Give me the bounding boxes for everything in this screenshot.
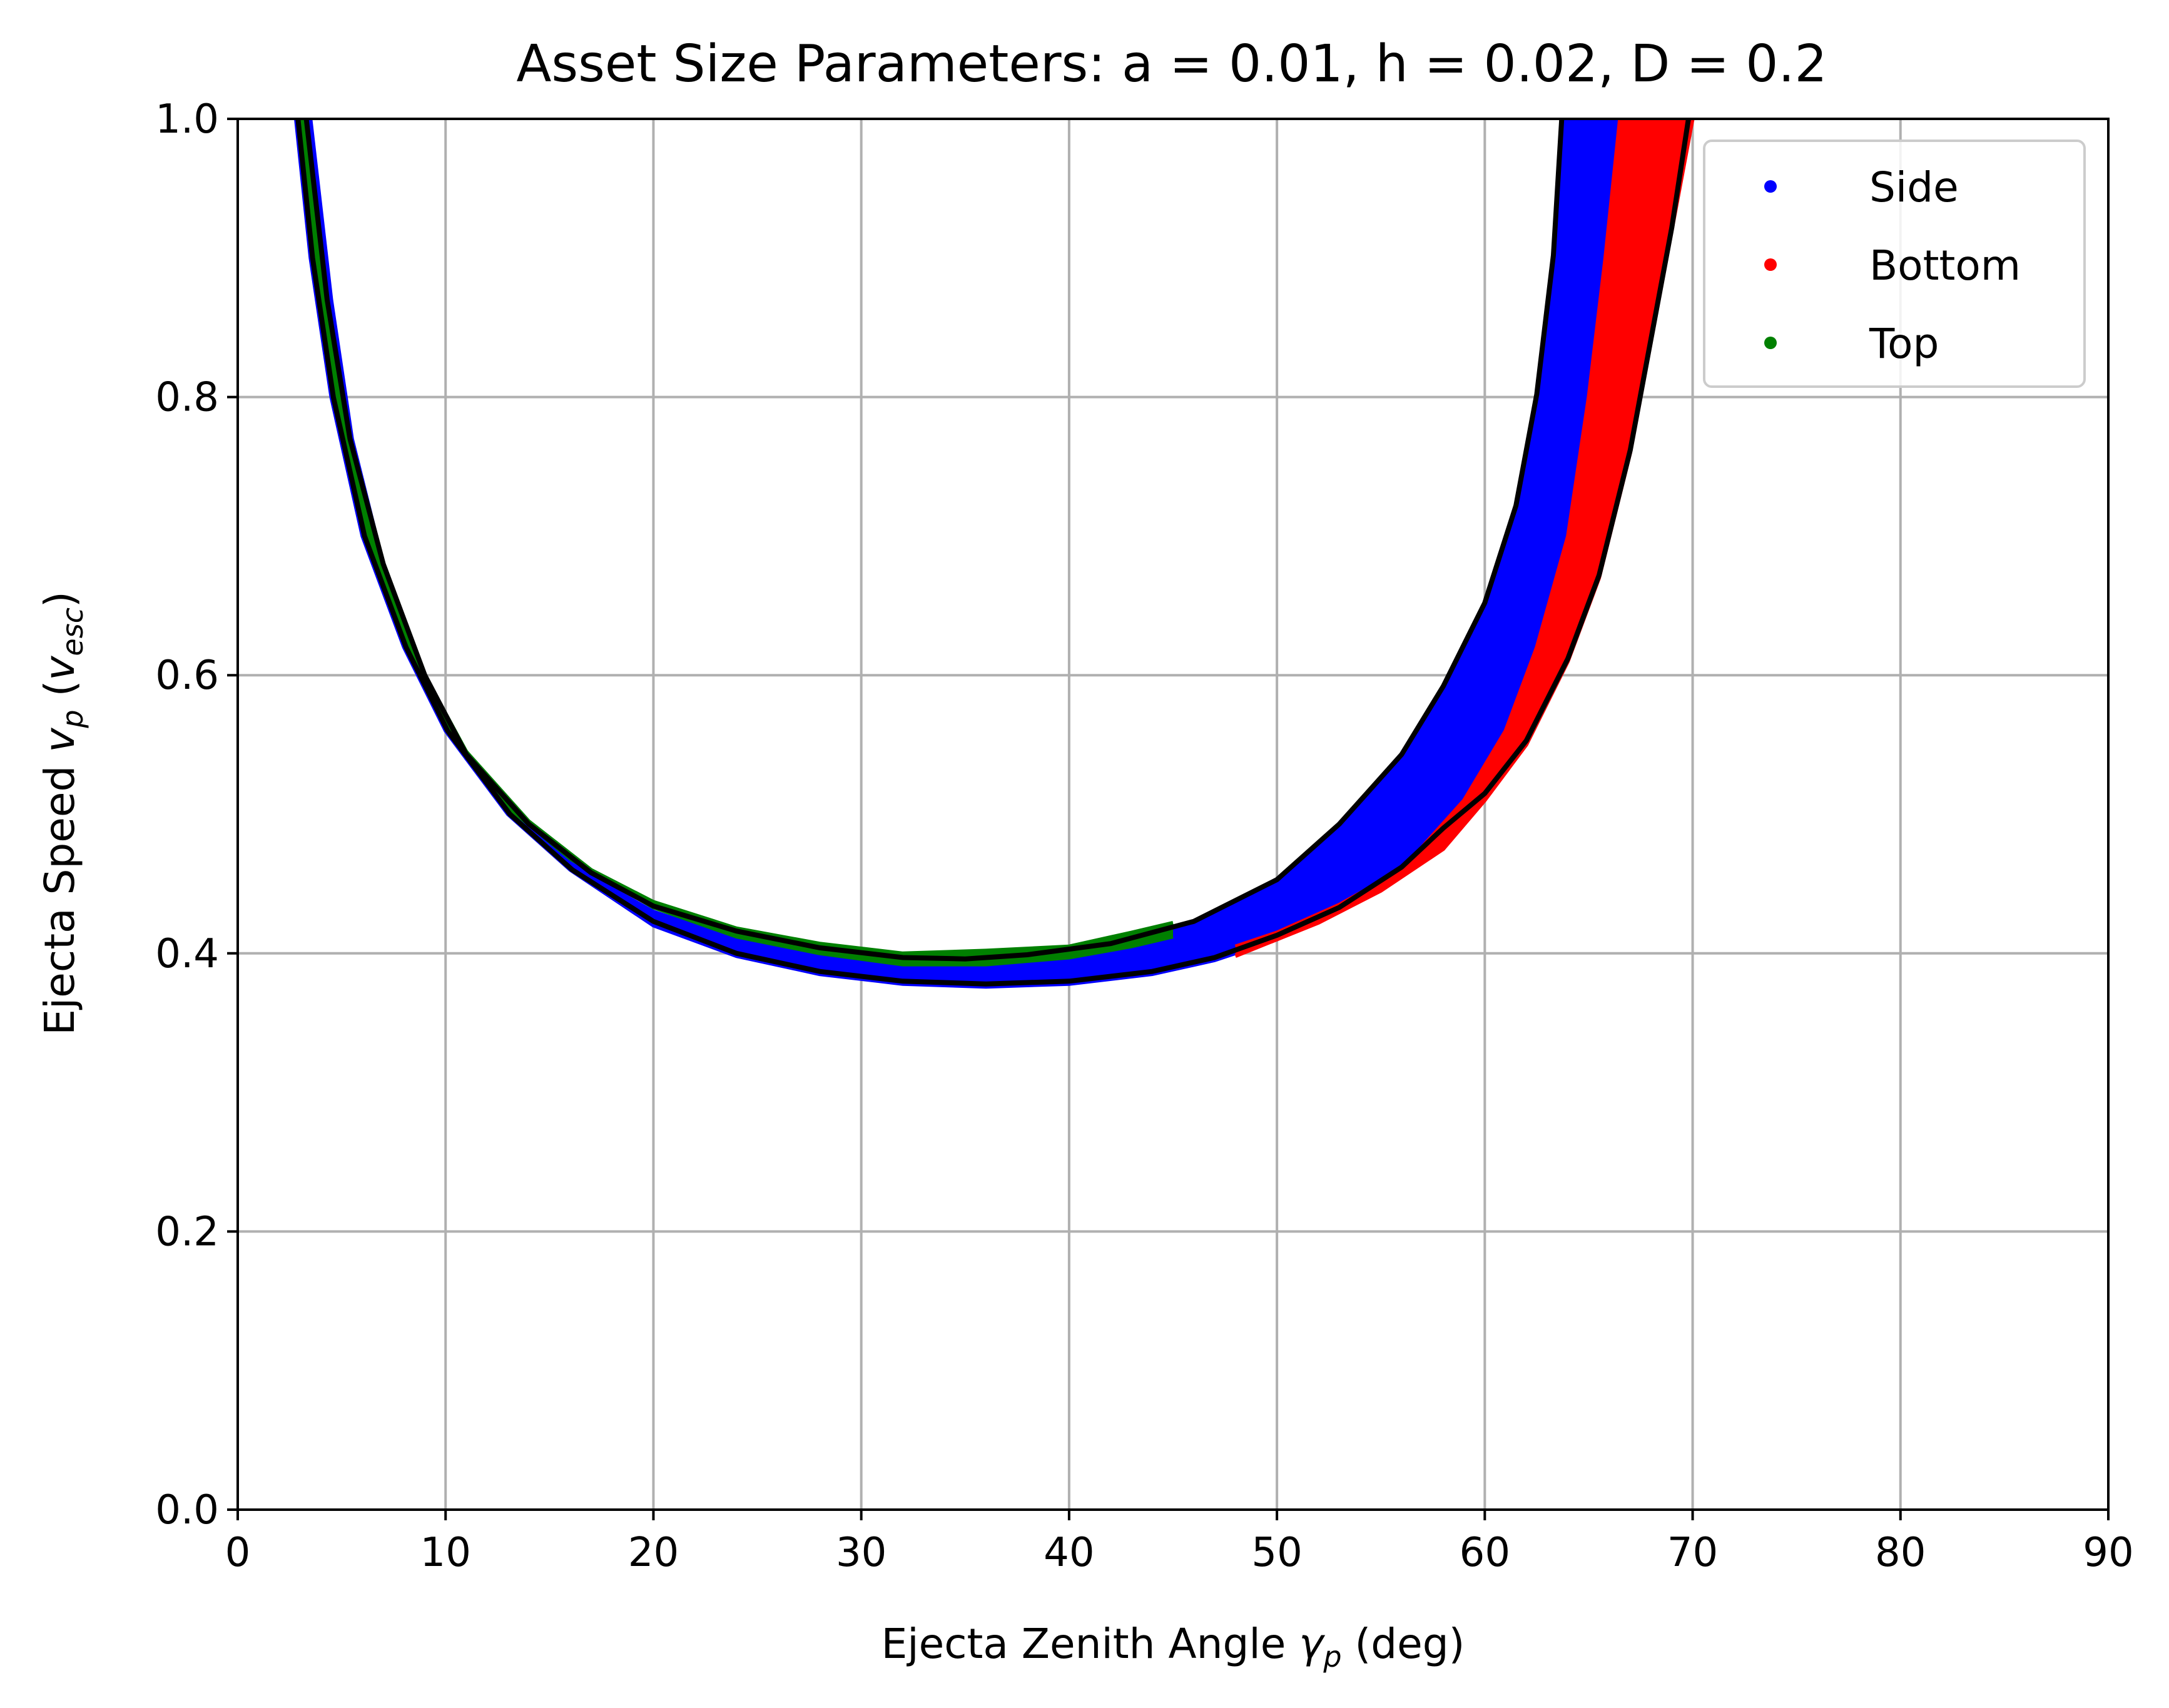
x-axis-label-subscript: p: [1323, 1640, 1341, 1674]
y-tick-label: 0.2: [155, 1209, 219, 1255]
legend-marker-top: [1764, 337, 1777, 349]
y-axis-label: Ejecta Speed vp (vesc): [36, 591, 89, 1035]
y-tick-label: 1.0: [155, 96, 219, 143]
x-tick-label: 60: [1460, 1530, 1510, 1576]
legend-marker-bottom: [1764, 258, 1777, 271]
legend-label-side: Side: [1869, 163, 1959, 211]
chart-title: Asset Size Parameters: a = 0.01, h = 0.0…: [516, 34, 1827, 94]
y-tick-label: 0.8: [155, 375, 219, 421]
y-axis-label-unit: v: [36, 656, 84, 681]
plot-frame: [236, 118, 2110, 1511]
y-tick-label: 0.4: [155, 931, 219, 977]
x-tick-label: 90: [2083, 1530, 2133, 1576]
y-axis-label-prefix: Ejecta Speed: [36, 753, 84, 1035]
y-axis-ticks: 0.0 0.2 0.4 0.6 0.8 1.0: [155, 96, 238, 1533]
boundary-curve-1: [303, 118, 1565, 962]
y-axis-label-suffix: ): [36, 591, 84, 607]
x-tick-label: 30: [836, 1530, 886, 1576]
legend-items: Side Bottom Top: [1764, 163, 2021, 368]
x-tick-label: 0: [225, 1530, 251, 1576]
x-tick-label: 70: [1667, 1530, 1718, 1576]
y-axis-label-symbol: v: [36, 728, 84, 753]
x-axis-ticks: 0 10 20 30 40 50 60 70 80 90: [225, 1510, 2134, 1576]
x-axis-label-prefix: Ejecta Zenith Angle: [881, 1620, 1299, 1668]
boundary-curves: [295, 118, 1691, 987]
legend-label-bottom: Bottom: [1869, 241, 2021, 290]
y-axis-label-mid: (: [36, 681, 84, 710]
x-tick-label: 50: [1251, 1530, 1302, 1576]
x-axis-label-symbol: γ: [1299, 1620, 1325, 1668]
x-tick-label: 80: [1875, 1530, 1926, 1576]
y-tick-label: 0.6: [155, 653, 219, 699]
band-bottom: [1235, 119, 1693, 957]
x-tick-label: 20: [628, 1530, 679, 1576]
x-tick-label: 40: [1044, 1530, 1094, 1576]
y-axis-label-subscript: p: [56, 709, 89, 728]
legend: Side Bottom Top: [1703, 140, 2086, 388]
boundary-curve-2: [295, 118, 1691, 987]
legend-box: [1703, 140, 2086, 388]
x-tick-label: 10: [420, 1530, 471, 1576]
y-axis-label-unit-subscript: esc: [56, 607, 89, 656]
legend-label-top: Top: [1869, 320, 1939, 368]
y-tick-label: 0.0: [155, 1487, 219, 1533]
legend-marker-side: [1764, 180, 1777, 193]
x-axis-label: Ejecta Zenith Angle γp (deg): [881, 1620, 1465, 1674]
x-axis-label-suffix: (deg): [1342, 1620, 1465, 1668]
band-bottom-upper-edge: [1234, 118, 1622, 948]
